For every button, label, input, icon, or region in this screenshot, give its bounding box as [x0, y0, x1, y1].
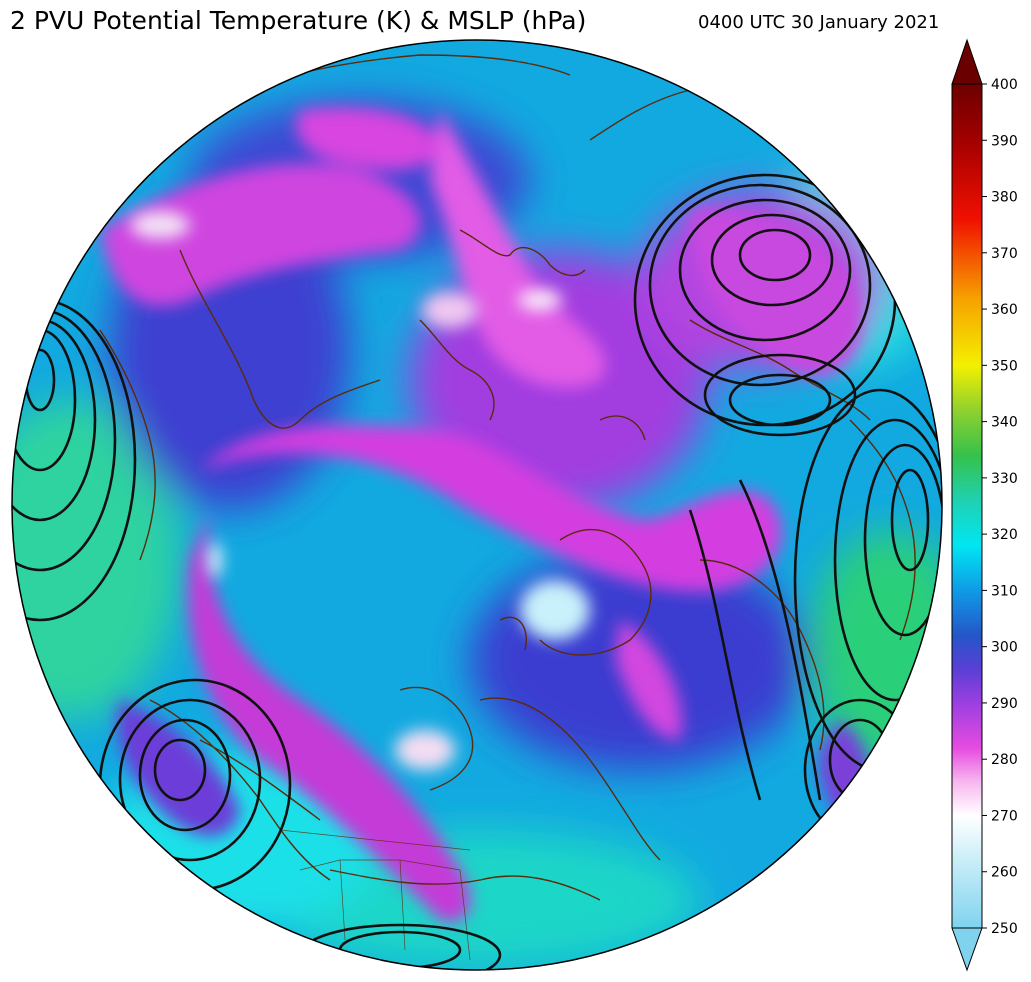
colorbar-tick-label: 300: [991, 640, 1018, 656]
colorbar-tick-label: 310: [991, 583, 1018, 599]
colorbar-tick-label: 270: [991, 808, 1018, 824]
colorbar-tick-label: 250: [991, 921, 1018, 937]
colorbar-tick-label: 330: [991, 471, 1018, 487]
colorbar-tick-label: 280: [991, 752, 1018, 768]
colorbar-tick-label: 350: [991, 358, 1018, 374]
globe-outline: [11, 39, 943, 971]
colorbar-tick-label: 290: [991, 696, 1018, 712]
colorbar-tick-label: 380: [991, 190, 1018, 206]
borders: [279, 829, 471, 961]
valid-time: 0400 UTC 30 January 2021: [698, 12, 940, 33]
colorbar-tick-label: 400: [991, 77, 1018, 93]
colorbar-ticks: 400 390 380 370 360 350 340 330 320 310 300 290 280 2…: [982, 77, 1018, 937]
coastlines: [99, 54, 916, 901]
colorbar-tick-label: 360: [991, 302, 1018, 318]
theta-field: [12, 40, 942, 970]
colorbar-tick-label: 260: [991, 865, 1018, 881]
map-title: 2 PVU Potential Temperature (K) & MSLP (…: [10, 6, 587, 35]
colorbar-tick-label: 390: [991, 133, 1018, 149]
colorbar-tick-label: 370: [991, 246, 1018, 262]
colorbar-tick-label: 340: [991, 415, 1018, 431]
colorbar-tick-label: 320: [991, 527, 1018, 543]
polar-map: [11, 39, 943, 971]
